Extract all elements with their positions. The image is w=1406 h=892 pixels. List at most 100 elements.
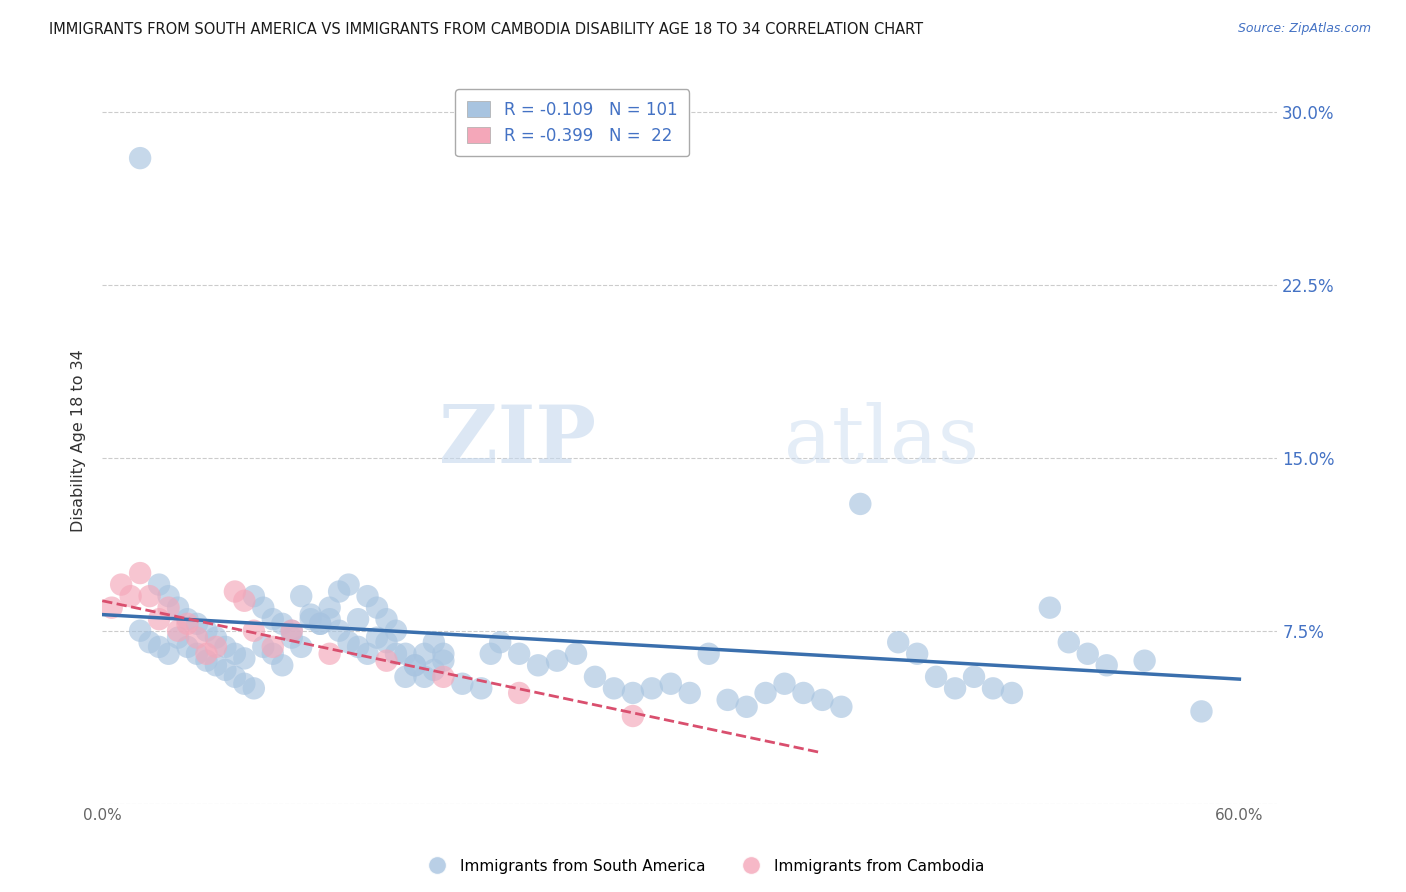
Point [224,647,246,661]
Point [641,681,664,696]
Point [148,612,170,626]
Point [186,647,208,661]
Point [1001,686,1024,700]
Point [1077,647,1099,661]
Point [157,589,180,603]
Point [195,647,218,661]
Point [981,681,1004,696]
Point [508,686,530,700]
Point [489,635,512,649]
Point [138,635,160,649]
Point [356,647,378,661]
Point [366,600,388,615]
Point [299,612,322,626]
Point [366,631,388,645]
Point [432,647,454,661]
Point [271,616,294,631]
Point [243,681,266,696]
Point [290,640,312,654]
Point [337,635,360,649]
Point [773,677,796,691]
Point [404,658,426,673]
Point [262,647,284,661]
Point [432,670,454,684]
Point [1095,658,1118,673]
Point [621,686,644,700]
Point [129,566,152,580]
Point [717,693,740,707]
Point [963,670,986,684]
Point [1133,654,1156,668]
Point [195,654,218,668]
Point [148,640,170,654]
Point [167,624,190,638]
Point [262,612,284,626]
Point [943,681,966,696]
Point [138,589,160,603]
Point [413,670,436,684]
Point [271,658,294,673]
Point [129,624,152,638]
Point [318,600,340,615]
Point [404,658,426,673]
Point [659,677,682,691]
Y-axis label: Disability Age 18 to 34: Disability Age 18 to 34 [72,349,86,532]
Point [243,589,266,603]
Point [328,584,350,599]
Point [157,600,180,615]
Point [347,640,370,654]
Point [754,686,776,700]
Point [233,651,256,665]
Point [176,616,198,631]
Text: IMMIGRANTS FROM SOUTH AMERICA VS IMMIGRANTS FROM CAMBODIA DISABILITY AGE 18 TO 3: IMMIGRANTS FROM SOUTH AMERICA VS IMMIGRA… [49,22,924,37]
Point [243,624,266,638]
Point [375,654,398,668]
Point [508,647,530,661]
Point [679,686,702,700]
Point [186,616,208,631]
Point [167,600,190,615]
Point [120,589,142,603]
Point [186,631,208,645]
Point [176,640,198,654]
Point [233,593,256,607]
Point [129,151,152,165]
Point [905,647,928,661]
Legend: Immigrants from South America, Immigrants from Cambodia: Immigrants from South America, Immigrant… [416,853,990,880]
Point [925,670,948,684]
Point [887,635,910,649]
Point [214,663,236,677]
Point [356,589,378,603]
Point [110,577,132,591]
Text: atlas: atlas [783,401,979,480]
Point [347,612,370,626]
Point [423,635,446,649]
Point [423,663,446,677]
Point [157,647,180,661]
Text: ZIP: ZIP [439,401,596,480]
Point [1057,635,1080,649]
Point [603,681,626,696]
Point [280,624,302,638]
Point [385,624,408,638]
Point [849,497,872,511]
Point [328,624,350,638]
Point [100,600,122,615]
Point [565,647,588,661]
Point [224,670,246,684]
Point [811,693,834,707]
Point [280,624,302,638]
Point [224,584,246,599]
Point [195,624,218,638]
Point [479,647,502,661]
Point [451,677,474,691]
Point [233,677,256,691]
Text: Source: ZipAtlas.com: Source: ZipAtlas.com [1237,22,1371,36]
Point [546,654,568,668]
Point [205,640,228,654]
Point [262,640,284,654]
Point [252,640,274,654]
Point [470,681,492,696]
Point [1191,705,1213,719]
Point [299,607,322,622]
